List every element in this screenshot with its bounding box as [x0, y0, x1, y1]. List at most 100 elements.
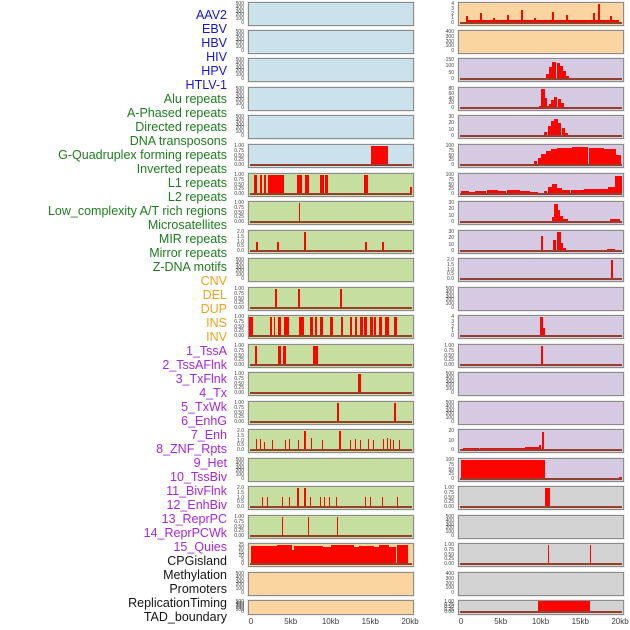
- bar-cnv: [331, 545, 354, 565]
- bar-promoters: [590, 545, 591, 565]
- panel-right-9-het: [458, 287, 624, 311]
- track-label-cnv: CNV: [200, 274, 227, 288]
- bar-8-znf-rpts: [611, 260, 613, 280]
- y-tick-label: 0.25: [234, 414, 244, 420]
- bar-mirror-repeats: [282, 497, 283, 508]
- y-tick-label: 0.5: [237, 499, 244, 505]
- bar-5-txwk: [571, 190, 584, 195]
- y-tick-label: 100: [235, 129, 244, 135]
- y-axis-left-low-complexity-a-t-rich-regions: 1.00 0.75 0.50 0.25 0.00: [229, 401, 246, 425]
- y-axis-right-13-reprpc: 500 400 300 200 100 0: [439, 401, 456, 425]
- y-tick-label: 15: [238, 550, 244, 556]
- y-tick-label: 500: [235, 114, 244, 120]
- y-tick-label: 100: [445, 172, 454, 178]
- y-tick-label: 0: [241, 609, 244, 615]
- baseline-microsatellites: [250, 449, 412, 451]
- baseline-1-tssa: [460, 78, 622, 80]
- y-tick-label: 20: [448, 120, 454, 126]
- y-tick-label: 500: [445, 371, 454, 377]
- y-tick-label: 2: [451, 324, 454, 330]
- y-tick-label: 0.25: [234, 385, 244, 391]
- y-axis-right-inv: 400 300 200 100 0: [439, 30, 456, 54]
- track-label-ins: INS: [206, 316, 227, 330]
- bar-inverted-repeats: [350, 317, 352, 337]
- bar-cnv: [251, 546, 277, 565]
- bar-inverted-repeats: [299, 317, 304, 337]
- bar-cnv: [359, 546, 374, 565]
- track-label-promoters: Promoters: [169, 582, 227, 596]
- y-tick-label: 0.0: [237, 248, 244, 254]
- y-axis-left-l2-repeats: 1.00 0.75 0.50 0.25 0.00: [229, 372, 246, 396]
- bar-microsatellites: [355, 439, 356, 451]
- y-tick-label: 75: [448, 462, 454, 468]
- bar-cnv: [397, 545, 408, 565]
- y-tick-label: 1.00: [234, 343, 244, 349]
- track-label-methylation: Methylation: [163, 568, 227, 582]
- y-tick-label: 50: [448, 467, 454, 473]
- track-label-9-het: 9_Het: [193, 456, 227, 470]
- bar-4-tx: [589, 148, 604, 166]
- y-tick-label: 0: [451, 191, 454, 197]
- y-tick-label: 100: [235, 472, 244, 478]
- bar-2-tssaflnk: [541, 89, 545, 109]
- y-tick-label: 200: [235, 605, 244, 611]
- bar-5-txwk: [487, 190, 498, 195]
- panel-left-g-quadruplex-forming-repeats: [248, 287, 414, 311]
- panel-left-htlv-1: [248, 144, 414, 168]
- y-tick-label: 0.75: [234, 205, 244, 211]
- bar-l1-repeats: [283, 346, 286, 366]
- y-tick-label: 400: [235, 601, 244, 607]
- bar-a-phased-repeats: [299, 203, 300, 223]
- y-tick-label: 0: [451, 20, 454, 26]
- baseline-promoters: [460, 563, 622, 565]
- bar-microsatellites: [339, 431, 341, 451]
- y-tick-label: 300: [235, 65, 244, 71]
- bar-4-tx: [551, 149, 558, 166]
- y-tick-label: 0.50: [234, 524, 244, 530]
- y-tick-label: 200: [235, 97, 244, 103]
- y-tick-label: 200: [445, 581, 454, 587]
- panel-left-l2-repeats: [248, 372, 414, 396]
- bar-mirror-repeats: [324, 497, 325, 508]
- bar-inverted-repeats: [374, 317, 376, 337]
- bar-alu-repeats: [254, 175, 257, 195]
- panel-right-cpgisland: [458, 486, 624, 510]
- y-axis-right-methylation: 500 400 300 200 100 0: [439, 515, 456, 539]
- y-tick-label: 1.5: [237, 234, 244, 240]
- panel-right-inv: [458, 30, 624, 54]
- baseline-a-phased-repeats: [250, 221, 412, 223]
- y-tick-label: 0: [451, 476, 454, 482]
- y-tick-label: 75: [448, 148, 454, 154]
- y-tick-label: 300: [445, 34, 454, 40]
- y-tick-label: 50: [448, 70, 454, 76]
- y-tick-label: 0: [241, 20, 244, 26]
- bar-6-enhg: [558, 210, 560, 223]
- y-tick-label: 200: [445, 297, 454, 303]
- y-tick-label: 0.75: [234, 291, 244, 297]
- track-label-6-enhg: 6_EnhG: [181, 414, 227, 428]
- y-tick-label: 1.00: [444, 343, 454, 349]
- bar-4-tx: [557, 148, 572, 166]
- baseline-8-znf-rpts: [460, 278, 622, 280]
- bar-4-tx: [541, 154, 546, 166]
- bar-mirror-repeats: [310, 497, 311, 508]
- y-tick-label: 0.5: [447, 271, 454, 277]
- y-tick-label: 2: [451, 11, 454, 17]
- y-tick-label: 0.50: [234, 353, 244, 359]
- y-tick-label: 0: [241, 133, 244, 139]
- y-tick-label: 20: [448, 100, 454, 106]
- y-tick-label: 400: [235, 575, 244, 581]
- y-tick-label: 0.00: [234, 219, 244, 225]
- bar-alu-repeats: [364, 175, 368, 195]
- bar-cnv: [294, 546, 323, 565]
- bar-ins: [593, 13, 595, 24]
- bar-14-reprpcwk: [542, 432, 544, 451]
- bar-inverted-repeats: [355, 317, 357, 337]
- y-tick-label: 400: [445, 290, 454, 296]
- y-tick-label: 0.25: [234, 357, 244, 363]
- y-axis-left-g-quadruplex-forming-repeats: 1.00 0.75 0.50 0.25 0.00: [229, 287, 246, 311]
- y-tick-label: 30: [448, 200, 454, 206]
- bar-g-quadruplex-forming-repeats: [275, 289, 277, 309]
